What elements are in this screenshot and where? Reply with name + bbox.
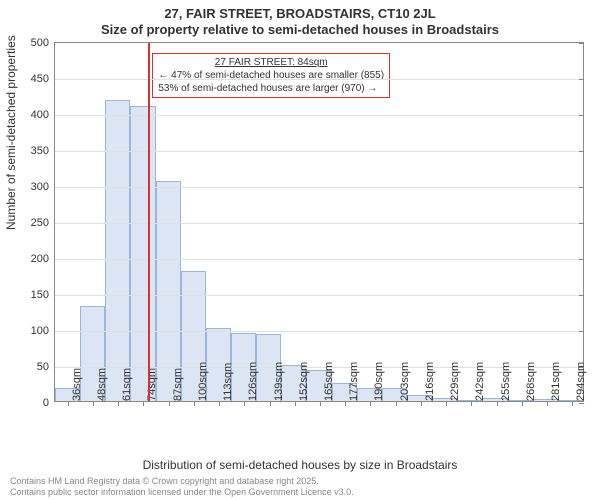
x-tick-label: 36sqm — [69, 368, 83, 401]
x-tick-mark — [345, 401, 346, 406]
y-tick-label: 250 — [31, 217, 55, 229]
gridline — [55, 259, 583, 260]
gridline — [55, 151, 583, 152]
x-tick-label: 139sqm — [271, 362, 285, 401]
x-tick-label: 87sqm — [170, 368, 184, 401]
x-tick-mark — [118, 401, 119, 406]
y-tick-label: 450 — [31, 73, 55, 85]
x-tick-label: 48sqm — [94, 368, 108, 401]
x-tick-label: 152sqm — [296, 362, 310, 401]
y-tick-mark — [579, 403, 584, 404]
x-tick-mark — [396, 401, 397, 406]
x-tick-label: 294sqm — [573, 362, 587, 401]
x-tick-mark — [547, 401, 548, 406]
y-tick-label: 300 — [31, 181, 55, 193]
gridline — [55, 331, 583, 332]
x-tick-label: 242sqm — [472, 362, 486, 401]
x-tick-mark — [421, 401, 422, 406]
x-tick-label: 255sqm — [498, 362, 512, 401]
footer-credits: Contains HM Land Registry data © Crown c… — [10, 476, 354, 499]
gridline — [55, 187, 583, 188]
y-tick-mark — [579, 115, 584, 116]
plot-area: 27 FAIR STREET: 84sqm ← 47% of semi-deta… — [54, 42, 584, 402]
chart-title-main: 27, FAIR STREET, BROADSTAIRS, CT10 2JL — [0, 6, 600, 21]
x-tick-label: 268sqm — [523, 362, 537, 401]
x-tick-mark — [471, 401, 472, 406]
y-tick-label: 400 — [31, 109, 55, 121]
x-axis-label: Distribution of semi-detached houses by … — [0, 458, 600, 472]
x-tick-mark — [497, 401, 498, 406]
bar — [105, 100, 130, 401]
marker-callout: 27 FAIR STREET: 84sqm ← 47% of semi-deta… — [152, 53, 390, 98]
x-tick-mark — [270, 401, 271, 406]
gridline — [55, 79, 583, 80]
chart-title-sub: Size of property relative to semi-detach… — [0, 22, 600, 37]
x-tick-mark — [295, 401, 296, 406]
y-tick-mark — [579, 151, 584, 152]
x-tick-mark — [194, 401, 195, 406]
x-tick-label: 216sqm — [422, 362, 436, 401]
x-tick-mark — [522, 401, 523, 406]
x-tick-label: 113sqm — [220, 363, 234, 401]
x-tick-mark — [219, 401, 220, 406]
gridline — [55, 295, 583, 296]
y-tick-label: 200 — [31, 253, 55, 265]
footer-line-1: Contains HM Land Registry data © Crown c… — [10, 476, 354, 487]
bar-fill — [105, 100, 130, 401]
x-tick-label: 203sqm — [397, 362, 411, 401]
callout-line-2: ← 47% of semi-detached houses are smalle… — [158, 69, 384, 82]
marker-line — [148, 43, 150, 401]
x-tick-mark — [68, 401, 69, 406]
x-tick-label: 190sqm — [371, 362, 385, 401]
x-tick-mark — [320, 401, 321, 406]
y-tick-mark — [579, 295, 584, 296]
y-axis-label: Number of semi-detached properties — [4, 35, 18, 230]
y-tick-mark — [579, 187, 584, 188]
x-tick-mark — [446, 401, 447, 406]
footer-line-2: Contains public sector information licen… — [10, 487, 354, 498]
callout-line-1: 27 FAIR STREET: 84sqm — [158, 56, 384, 69]
x-tick-label: 177sqm — [346, 362, 360, 401]
x-tick-label: 281sqm — [548, 362, 562, 401]
x-tick-mark — [143, 401, 144, 406]
x-tick-label: 61sqm — [119, 368, 133, 401]
x-tick-label: 165sqm — [321, 362, 335, 401]
y-tick-label: 350 — [31, 145, 55, 157]
x-tick-label: 126sqm — [245, 362, 259, 401]
gridline — [55, 223, 583, 224]
y-tick-label: 500 — [31, 37, 55, 49]
y-tick-mark — [579, 259, 584, 260]
x-tick-mark — [93, 401, 94, 406]
y-tick-mark — [579, 79, 584, 80]
y-tick-mark — [579, 43, 584, 44]
x-tick-mark — [244, 401, 245, 406]
y-tick-mark — [579, 223, 584, 224]
x-tick-mark — [169, 401, 170, 406]
gridline — [55, 115, 583, 116]
y-tick-label: 150 — [31, 289, 55, 301]
x-tick-label: 100sqm — [195, 362, 209, 401]
x-tick-mark — [370, 401, 371, 406]
y-tick-label: 50 — [37, 361, 55, 373]
y-tick-mark — [579, 331, 584, 332]
x-tick-mark — [572, 401, 573, 406]
callout-line-3: 53% of semi-detached houses are larger (… — [158, 82, 384, 95]
chart-container: 27, FAIR STREET, BROADSTAIRS, CT10 2JL S… — [0, 0, 600, 500]
x-tick-label: 229sqm — [447, 362, 461, 401]
x-tick-label: 74sqm — [144, 368, 158, 401]
y-tick-label: 100 — [31, 325, 55, 337]
y-tick-label: 0 — [43, 397, 55, 409]
